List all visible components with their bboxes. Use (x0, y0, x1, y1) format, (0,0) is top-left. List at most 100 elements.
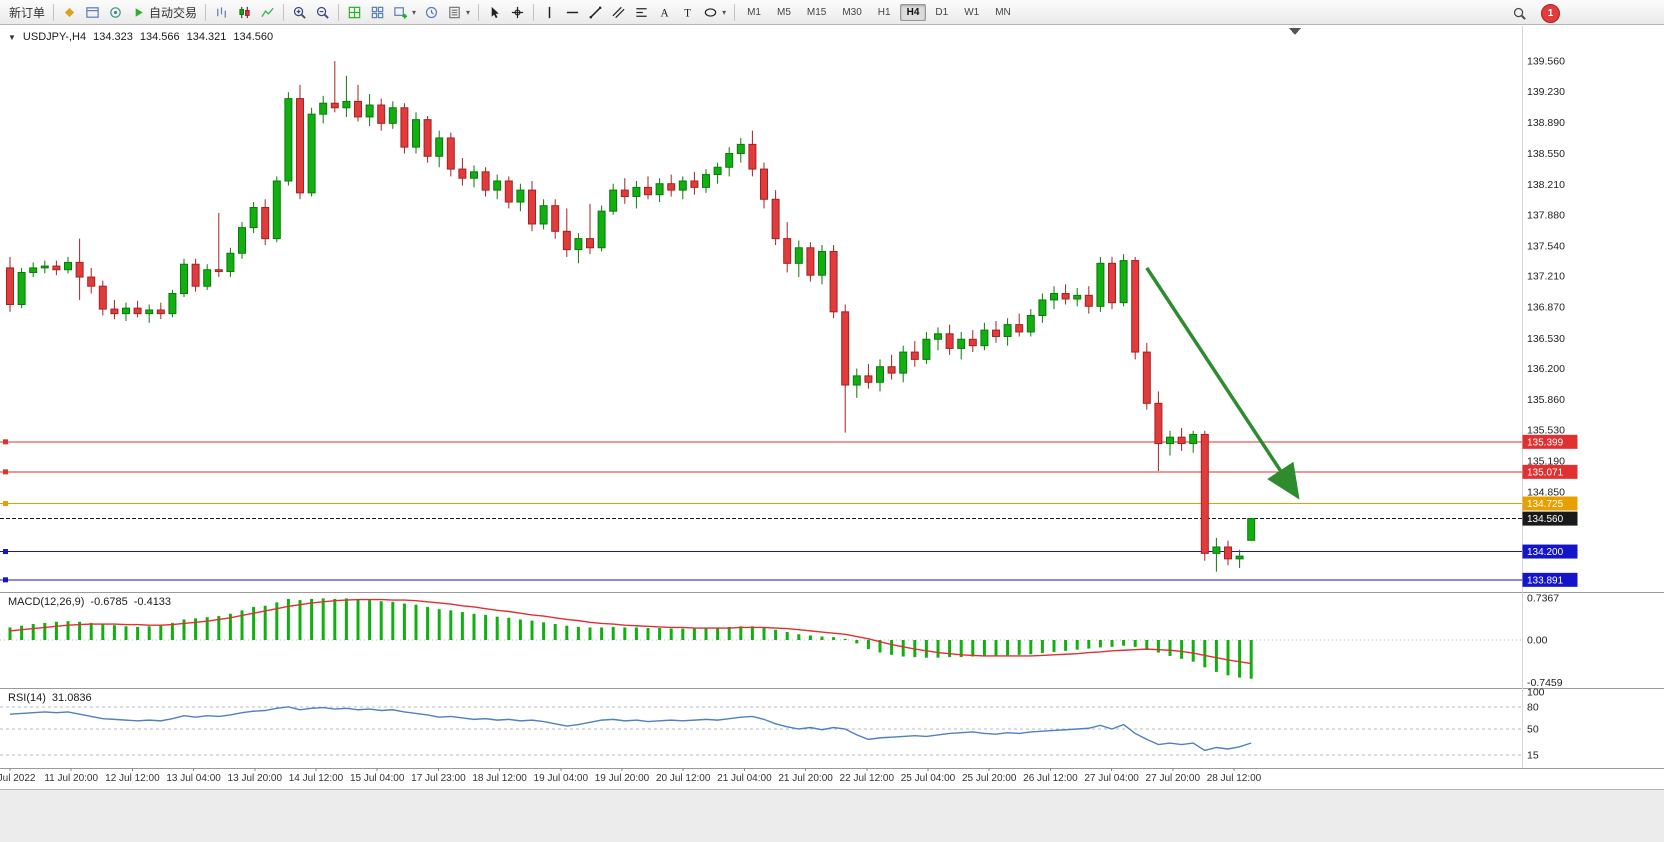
macd-histogram-bar (43, 622, 47, 640)
timeframe-button-W1[interactable]: W1 (964, 6, 980, 18)
line-chart-button[interactable] (257, 2, 278, 22)
label-button[interactable]: T (677, 2, 698, 22)
candle-body (110, 308, 119, 315)
candle-body (214, 269, 223, 273)
time-label: 11 Jul 2022 (0, 773, 36, 784)
line-handle[interactable] (3, 577, 8, 583)
candle-body (609, 189, 618, 212)
new-chart-icon (393, 5, 408, 20)
macd-histogram-bar (1087, 640, 1091, 649)
candle-body (354, 100, 362, 118)
data-window-button[interactable] (82, 2, 103, 22)
macd-histogram-bar (344, 598, 348, 640)
macd-histogram-bar (101, 624, 105, 640)
timeframe-button-H4[interactable]: H4 (899, 3, 927, 21)
notification-badge[interactable]: 1 (1541, 3, 1560, 23)
crosshair-icon (510, 5, 525, 20)
zoom-out-button[interactable] (312, 2, 333, 22)
candle-body (539, 205, 548, 225)
fibonacci-button[interactable] (631, 2, 652, 22)
search-button[interactable] (1509, 3, 1530, 23)
bar-chart-button[interactable] (211, 2, 232, 22)
candle-body (992, 329, 1000, 338)
channel-button[interactable] (608, 2, 629, 22)
candle-body (29, 267, 38, 273)
candle-body (122, 307, 130, 315)
price-axis[interactable]: 139.560 139.230 138.890 138.550 138.210 137.8… (1527, 56, 1565, 499)
timeframe-button-MN[interactable]: MN (995, 6, 1011, 18)
candle-body (597, 210, 606, 249)
macd-histogram-bar (159, 625, 163, 640)
trendline-button[interactable] (585, 2, 606, 22)
line-handle[interactable] (3, 501, 8, 507)
candle-body (307, 113, 316, 194)
tile-windows-button[interactable] (367, 2, 388, 22)
line-handle[interactable] (3, 549, 8, 555)
timeframe-button-M5[interactable]: M5 (776, 6, 791, 18)
horizontal-line-button[interactable] (562, 2, 583, 22)
time-label: 20 Jul 12:00 (656, 773, 711, 784)
candle-body (1235, 555, 1244, 560)
rsi-axis-label: 50 (1527, 724, 1539, 736)
macd-histogram-bar (263, 605, 267, 640)
auto-trading-button[interactable]: 自动交易 (128, 2, 200, 22)
macd-name: MACD(12,26,9) (8, 596, 85, 608)
macd-histogram-bar (252, 606, 256, 640)
candle-body (1073, 294, 1082, 300)
line-handle[interactable] (3, 439, 8, 445)
candle-body (191, 263, 200, 287)
time-label: 25 Jul 20:00 (962, 773, 1017, 784)
time-label: 14 Jul 12:00 (289, 773, 344, 784)
navigator-button[interactable] (105, 2, 126, 22)
time-axis[interactable]: 11 Jul 2022 11 Jul 20:00 12 Jul 12:00 13 Ju… (0, 768, 1262, 784)
toolbar-separator (734, 3, 736, 21)
zoom-in-button[interactable] (289, 2, 310, 22)
macd-histogram-bar (797, 634, 801, 640)
macd-histogram-bar (78, 621, 82, 640)
timeframe-button-M30[interactable]: M30 (842, 6, 862, 18)
new-chart-button[interactable]: ▾ (390, 2, 419, 22)
trend-arrow[interactable] (1145, 266, 1300, 500)
candle-body (1015, 324, 1024, 333)
time-label: 17 Jul 23:00 (411, 773, 466, 784)
timeframe-button-H1[interactable]: H1 (877, 6, 891, 18)
line-handle[interactable] (3, 469, 8, 475)
price-level-lines[interactable]: 135.399 135.071 134.725 134.560 134.200 133.8… (0, 434, 1578, 587)
cursor-button[interactable] (484, 2, 505, 22)
candlestick-chart-button[interactable] (234, 2, 255, 22)
timeframe-button-M15[interactable]: M15 (806, 6, 827, 18)
shapes-button[interactable]: ▾ (700, 2, 729, 22)
collapse-ohlc-icon[interactable]: ▼ (8, 32, 16, 42)
chart-shift-marker[interactable] (1289, 28, 1301, 35)
timeframe-button-M1[interactable]: M1 (747, 6, 761, 18)
candle-body (841, 311, 850, 386)
market-watch-icon (62, 5, 77, 20)
candle-body (180, 263, 188, 295)
candle-body (562, 230, 571, 251)
candle-body (1119, 260, 1128, 304)
candle-body (1096, 262, 1105, 307)
market-watch-button[interactable] (59, 2, 80, 22)
macd-histogram-bar (8, 627, 12, 640)
macd-histogram-bar (1040, 640, 1044, 654)
text-button[interactable]: A (654, 2, 675, 22)
crosshair-button[interactable] (507, 2, 528, 22)
price-label: 138.210 (1527, 179, 1565, 191)
macd-histogram-bar (20, 625, 24, 640)
macd-histogram-bar (1226, 640, 1230, 676)
vertical-line-button[interactable] (539, 2, 560, 22)
price-label: 139.560 (1527, 56, 1565, 68)
chevron-down-icon: ▾ (722, 7, 727, 17)
down-trend-arrow[interactable] (1145, 266, 1300, 500)
timeframe-button-D1[interactable]: D1 (935, 6, 949, 18)
indicators-button[interactable] (344, 2, 365, 22)
macd-histogram-bar (1238, 640, 1242, 678)
new-order-button[interactable]: 新订单 (6, 2, 48, 22)
period-clock-button[interactable] (421, 2, 442, 22)
macd-histogram-bar (321, 598, 325, 640)
candle-body (760, 168, 768, 200)
candle-body (1177, 436, 1186, 445)
macd-histogram-bar (1017, 640, 1021, 655)
templates-button[interactable]: ▾ (444, 2, 473, 22)
